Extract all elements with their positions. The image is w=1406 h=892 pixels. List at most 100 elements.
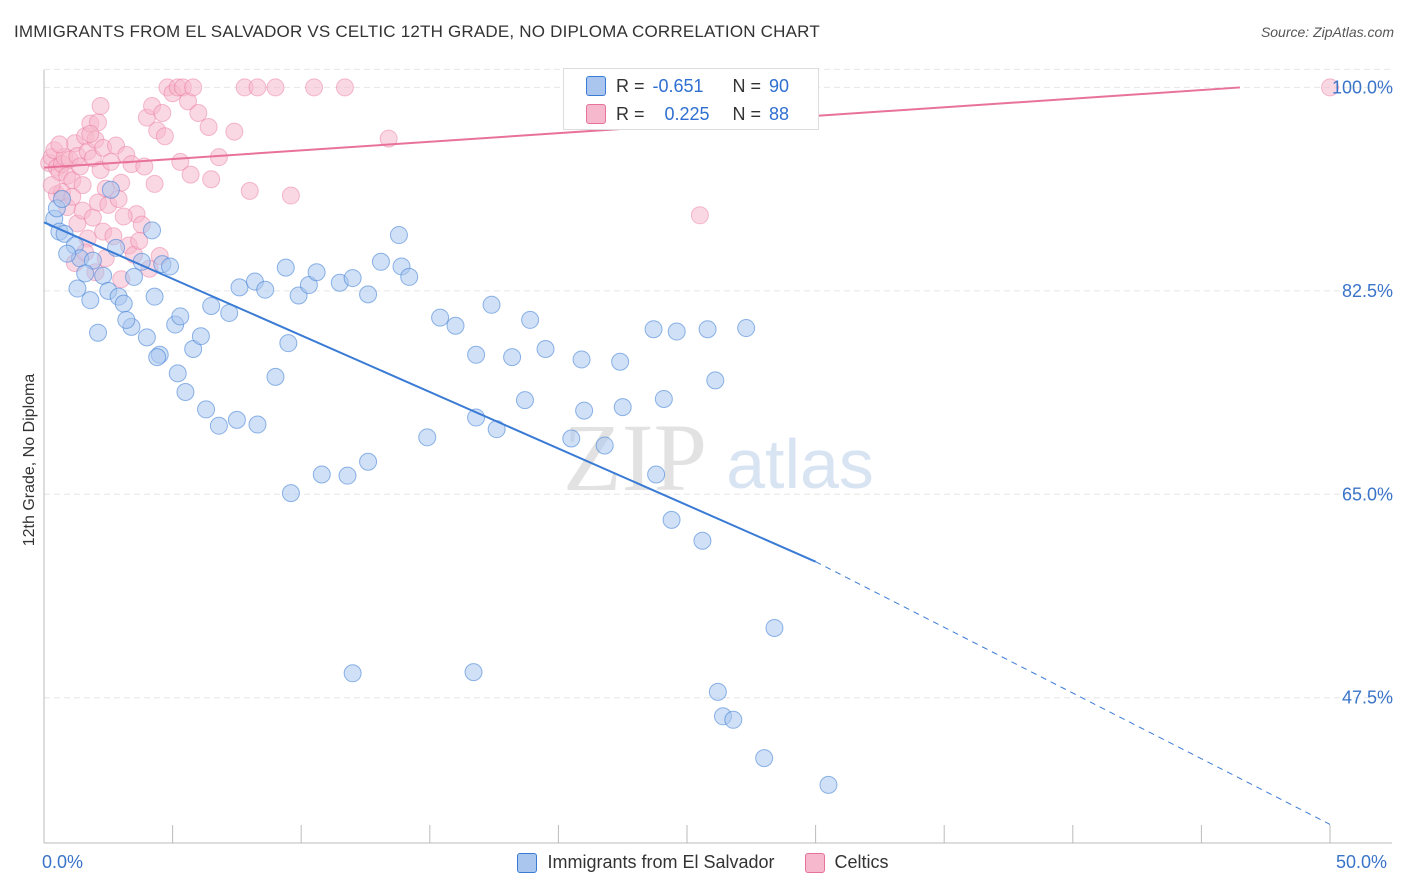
- el-salvador-point: [371, 252, 390, 271]
- el-salvador-point: [737, 319, 756, 338]
- el-salvador-point: [698, 320, 717, 339]
- celtics-legend-swatch: [804, 852, 825, 873]
- el-salvador-point: [145, 287, 164, 306]
- n-label: N =: [732, 75, 762, 96]
- celtics-point: [114, 207, 133, 226]
- el-salvador-point: [611, 352, 630, 371]
- celtics-point: [1321, 78, 1339, 97]
- el-salvador-point: [230, 278, 249, 297]
- el-salvador-trend-extension: [815, 561, 1331, 825]
- el-salvador-point: [654, 389, 673, 408]
- celtics-swatch: [586, 104, 606, 124]
- el-salvador-point: [644, 320, 663, 339]
- legend-item-celtics[interactable]: Celtics: [804, 852, 889, 873]
- y-axis-label: 12th Grade, No Diploma: [21, 373, 38, 547]
- el-salvador-point: [58, 244, 77, 263]
- x-tick-min: 0.0%: [42, 852, 84, 872]
- el-salvador-point: [143, 221, 162, 240]
- el-salvador-point: [312, 465, 331, 484]
- el-salvador-point: [575, 401, 594, 420]
- celtics-point: [248, 78, 267, 97]
- el-salvador-point: [248, 415, 267, 434]
- celtics-point: [690, 206, 709, 225]
- stats-row-celtics: R = 0.225 N = 88: [586, 101, 789, 127]
- celtics-point: [184, 78, 203, 97]
- el-salvador-point: [89, 323, 108, 342]
- watermark-atlas: atlas: [726, 425, 874, 503]
- el-salvador-point: [202, 296, 221, 315]
- x-tick-max: 50.0%: [1336, 852, 1388, 872]
- el-salvador-point: [279, 334, 298, 353]
- el-salvador-point: [266, 367, 285, 386]
- celtics-point: [153, 104, 172, 123]
- el-salvador-point: [572, 350, 591, 369]
- source-label: Source: ZipAtlas.com: [1260, 24, 1394, 40]
- y-tick-label: 47.5%: [1342, 688, 1393, 708]
- celtics-point: [145, 174, 164, 193]
- el-salvador-point: [114, 294, 133, 313]
- el-salvador-points: [45, 180, 838, 794]
- celtics-point: [305, 78, 324, 97]
- n-value-celtics: 88: [769, 103, 790, 124]
- el-salvador-point: [765, 618, 784, 637]
- y-tick-labels: 47.5% 65.0% 82.5% 100.0%: [1332, 77, 1393, 707]
- axes: [43, 70, 1392, 844]
- el-salvador-point: [706, 371, 725, 390]
- el-salvador-point: [819, 775, 838, 794]
- stats-legend: R = -0.651 N = 90 R = 0.225 N = 88: [563, 68, 819, 130]
- celtics-point: [135, 157, 154, 176]
- celtics-point: [379, 129, 398, 148]
- r-label: R =: [616, 103, 645, 124]
- el-salvador-point: [209, 416, 228, 435]
- el-salvador-point: [176, 382, 195, 401]
- celtics-point: [281, 186, 300, 205]
- bottom-legend: Immigrants from El Salvador Celtics: [0, 852, 1406, 873]
- celtics-point: [335, 78, 354, 97]
- el-salvador-point: [53, 190, 72, 209]
- r-value-celtics: 0.225: [664, 103, 710, 124]
- el-salvador-point: [343, 269, 362, 288]
- celtics-point: [81, 124, 100, 143]
- el-salvador-point: [137, 328, 156, 347]
- el-salvador-point: [389, 226, 408, 245]
- el-salvador-legend-swatch: [517, 852, 538, 873]
- el-salvador-point: [68, 279, 87, 298]
- el-salvador-point: [359, 285, 378, 304]
- el-salvador-point: [503, 348, 522, 367]
- el-salvador-point: [482, 295, 501, 314]
- el-salvador-point: [117, 310, 136, 329]
- celtics-point: [225, 122, 244, 141]
- el-salvador-point: [708, 682, 727, 701]
- n-label: N =: [732, 103, 762, 124]
- el-salvador-point: [359, 452, 378, 471]
- el-salvador-point: [693, 531, 712, 550]
- el-salvador-point: [281, 484, 300, 503]
- el-salvador-swatch: [586, 76, 606, 96]
- celtics-point: [73, 176, 92, 195]
- y-tick-label: 82.5%: [1342, 281, 1393, 301]
- el-salvador-point: [125, 267, 144, 286]
- el-salvador-point: [467, 345, 486, 364]
- y-tick-label: 65.0%: [1342, 484, 1393, 504]
- celtics-point: [240, 181, 259, 200]
- el-salvador-point: [171, 307, 190, 326]
- stats-row-el-salvador: R = -0.651 N = 90: [586, 73, 789, 99]
- watermark: ZIP atlas: [563, 404, 874, 511]
- celtics-point: [199, 117, 218, 136]
- el-salvador-point: [667, 322, 686, 341]
- celtics-point: [155, 127, 174, 146]
- el-salvador-point: [161, 257, 180, 276]
- legend-item-el-salvador[interactable]: Immigrants from El Salvador: [517, 852, 775, 873]
- el-salvador-point: [755, 749, 774, 768]
- watermark-zip: ZIP: [563, 404, 707, 511]
- el-salvador-point: [101, 180, 120, 199]
- legend-label-celtics: Celtics: [834, 852, 889, 872]
- el-salvador-point: [595, 436, 614, 455]
- el-salvador-point: [94, 266, 113, 285]
- el-salvador-point: [613, 398, 632, 417]
- celtics-point: [130, 231, 149, 250]
- el-salvador-point: [662, 510, 681, 529]
- el-salvador-point: [197, 400, 216, 419]
- el-salvador-point: [418, 428, 437, 447]
